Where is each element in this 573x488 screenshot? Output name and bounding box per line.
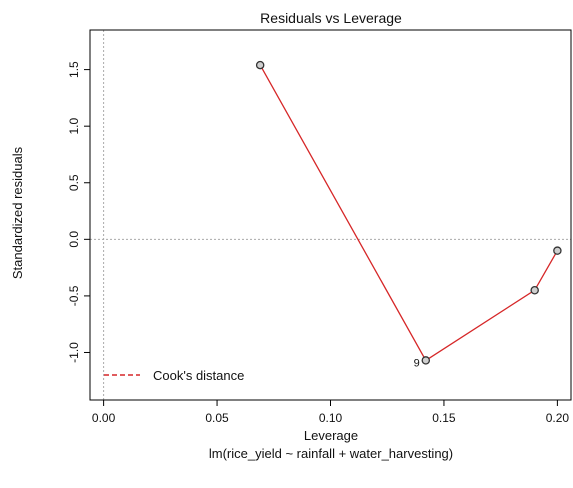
- x-tick-label: 0.00: [92, 411, 116, 425]
- plot-frame: [89, 29, 572, 401]
- x-tick-label: 0.20: [546, 411, 570, 425]
- y-tick-label: -1.0: [67, 342, 81, 363]
- x-axis-label: Leverage: [304, 428, 358, 443]
- chart-title: Residuals vs Leverage: [260, 10, 402, 26]
- y-tick-label: 0.0: [67, 231, 81, 248]
- x-axis: 0.00 0.05 0.10 0.15 0.20: [92, 400, 569, 425]
- x-tick-label: 0.15: [432, 411, 456, 425]
- data-point: [421, 356, 431, 365]
- smooth-line: [259, 64, 558, 362]
- points-layer: 9: [255, 60, 562, 369]
- legend: Cook's distance: [104, 368, 244, 383]
- y-tick-label: 0.5: [67, 174, 81, 191]
- y-tick-label: 1.0: [67, 118, 81, 135]
- y-tick-label: 1.5: [67, 61, 81, 78]
- smooth-line-layer: [259, 64, 558, 362]
- data-point: [530, 285, 539, 295]
- data-point: [255, 60, 265, 70]
- legend-label: Cook's distance: [153, 368, 244, 383]
- x-tick-label: 0.05: [205, 411, 229, 425]
- chart-subtitle: lm(rice_yield ~ rainfall + water_harvest…: [209, 446, 453, 461]
- reference-lines: [90, 30, 571, 400]
- point-label: 9: [414, 357, 420, 369]
- y-axis: -1.0 -0.5 0.0 0.5 1.0 1.5: [67, 61, 90, 363]
- data-point: [553, 246, 562, 255]
- y-tick-label: -0.5: [67, 285, 81, 306]
- x-tick-label: 0.10: [319, 411, 343, 425]
- y-axis-label: Standardized residuals: [10, 146, 25, 279]
